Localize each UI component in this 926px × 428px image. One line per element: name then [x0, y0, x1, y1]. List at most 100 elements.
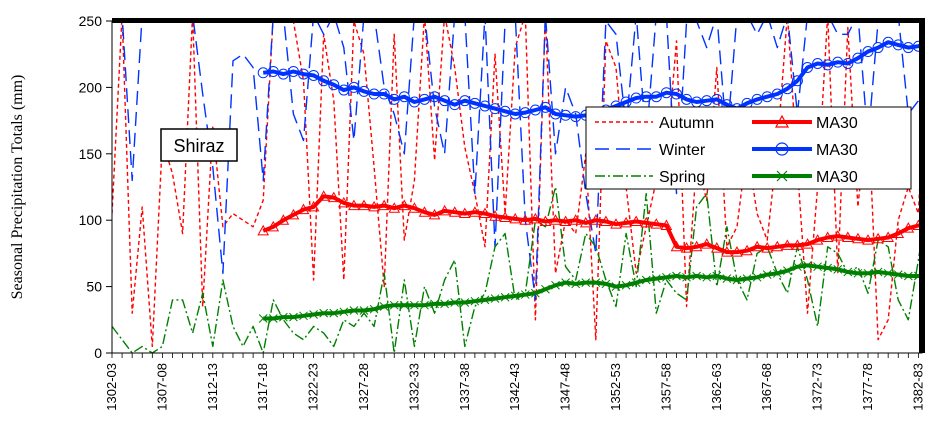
data-point-x — [873, 267, 883, 277]
data-point-triangle — [610, 218, 622, 229]
data-point-triangle — [378, 199, 391, 211]
data-point-triangle — [408, 202, 421, 213]
station-annotation: Shiraz — [160, 128, 238, 162]
data-point-x — [651, 274, 661, 283]
data-point-triangle — [892, 227, 905, 238]
data-point-circle — [267, 65, 279, 77]
series-line-ma30-5 — [263, 263, 922, 321]
data-point-triangle — [589, 214, 602, 225]
data-point-x — [339, 307, 349, 317]
data-point-triangle — [579, 216, 592, 228]
data-point-triangle — [469, 206, 481, 217]
data-point-x — [410, 300, 419, 310]
data-point-x — [772, 268, 782, 278]
data-point-x — [682, 272, 691, 282]
data-point-circle — [348, 81, 360, 93]
legend-label-ma30: MA30 — [816, 142, 858, 159]
x-tick-label: 1382-83 — [910, 363, 925, 411]
data-point-circle — [338, 84, 350, 96]
data-point-triangle — [670, 240, 683, 252]
data-point-circle — [308, 69, 320, 81]
data-point-x — [762, 270, 772, 280]
data-point-triangle — [337, 196, 350, 208]
data-point-x — [369, 304, 379, 314]
legend-label-ma30: MA30 — [816, 169, 858, 186]
data-point-circle — [388, 93, 400, 105]
data-point-triangle — [741, 244, 753, 256]
station-label: Shiraz — [173, 136, 224, 156]
data-point-triangle — [640, 216, 653, 228]
data-point-triangle — [731, 246, 743, 257]
legend-marker-triangle — [774, 114, 790, 128]
data-point-triangle — [721, 246, 733, 257]
data-point-triangle — [267, 220, 280, 232]
data-point-x — [893, 270, 903, 280]
data-point-circle — [439, 95, 451, 107]
series-line-ma30-4 — [262, 40, 922, 119]
x-tick-label: 1322-23 — [306, 363, 321, 411]
data-point-x — [813, 262, 822, 272]
data-point-x — [500, 292, 510, 302]
x-tick-label: 1317-18 — [255, 363, 270, 411]
data-point-circle — [449, 99, 461, 111]
data-point-x — [329, 308, 339, 318]
data-point-triangle — [489, 210, 501, 221]
data-point-triangle — [297, 203, 310, 215]
data-point-triangle — [398, 199, 411, 211]
data-point-triangle — [811, 234, 824, 245]
data-point-circle — [912, 40, 922, 52]
data-point-circle — [751, 93, 763, 105]
data-point-triangle — [307, 200, 320, 212]
data-point-triangle — [287, 208, 300, 220]
data-point-x — [692, 271, 701, 281]
data-point-triangle — [630, 215, 643, 227]
data-point-circle — [882, 36, 894, 48]
data-point-x — [732, 275, 742, 285]
data-point-x — [430, 299, 439, 309]
data-point-x — [591, 278, 601, 287]
x-tick-label: 1377-78 — [860, 363, 875, 411]
y-tick-label: 250 — [79, 13, 103, 29]
data-point-triangle — [620, 216, 632, 228]
data-point-circle — [711, 93, 723, 105]
data-point-circle — [670, 88, 682, 100]
data-point-x — [541, 284, 550, 294]
data-point-triangle — [549, 214, 562, 225]
x-axis: 1302-03 1307-08 1312-13 1317-18 1322-23 1327-… — [104, 353, 925, 411]
data-point-triangle — [368, 200, 380, 212]
x-tick-label: 1327-28 — [356, 363, 371, 411]
data-point-triangle — [418, 206, 431, 217]
data-point-triangle — [831, 230, 844, 241]
data-point-triangle — [257, 224, 270, 236]
data-point-x — [823, 263, 833, 273]
data-point-circle — [499, 105, 511, 117]
data-point-triangle — [428, 208, 441, 220]
data-point-circle — [761, 91, 773, 103]
data-point-x — [258, 314, 268, 323]
data-point-circle — [539, 101, 551, 113]
data-point-x — [702, 272, 712, 282]
x-tick-label: 1337-38 — [457, 363, 472, 411]
data-point-circle — [681, 93, 693, 105]
x-tick-label: 1302-03 — [104, 363, 119, 411]
data-point-x — [279, 312, 288, 322]
data-point-x — [480, 295, 490, 305]
data-point-circle — [519, 107, 531, 119]
data-point-triangle — [771, 240, 784, 252]
data-point-circle — [358, 85, 370, 97]
data-point-circle — [852, 52, 864, 64]
data-point-triangle — [569, 214, 582, 225]
data-point-circle — [529, 104, 541, 116]
data-point-triangle — [509, 212, 522, 224]
data-point-triangle — [348, 199, 360, 211]
data-point-triangle — [539, 215, 552, 227]
data-point-triangle — [559, 215, 572, 227]
data-point-circle — [862, 46, 874, 58]
data-point-x — [662, 272, 671, 282]
x-tick-label: 1312-13 — [205, 363, 220, 411]
data-point-x — [611, 282, 621, 291]
data-point-circle — [469, 97, 481, 109]
data-point-triangle — [862, 234, 874, 245]
data-point-triangle — [751, 240, 763, 252]
